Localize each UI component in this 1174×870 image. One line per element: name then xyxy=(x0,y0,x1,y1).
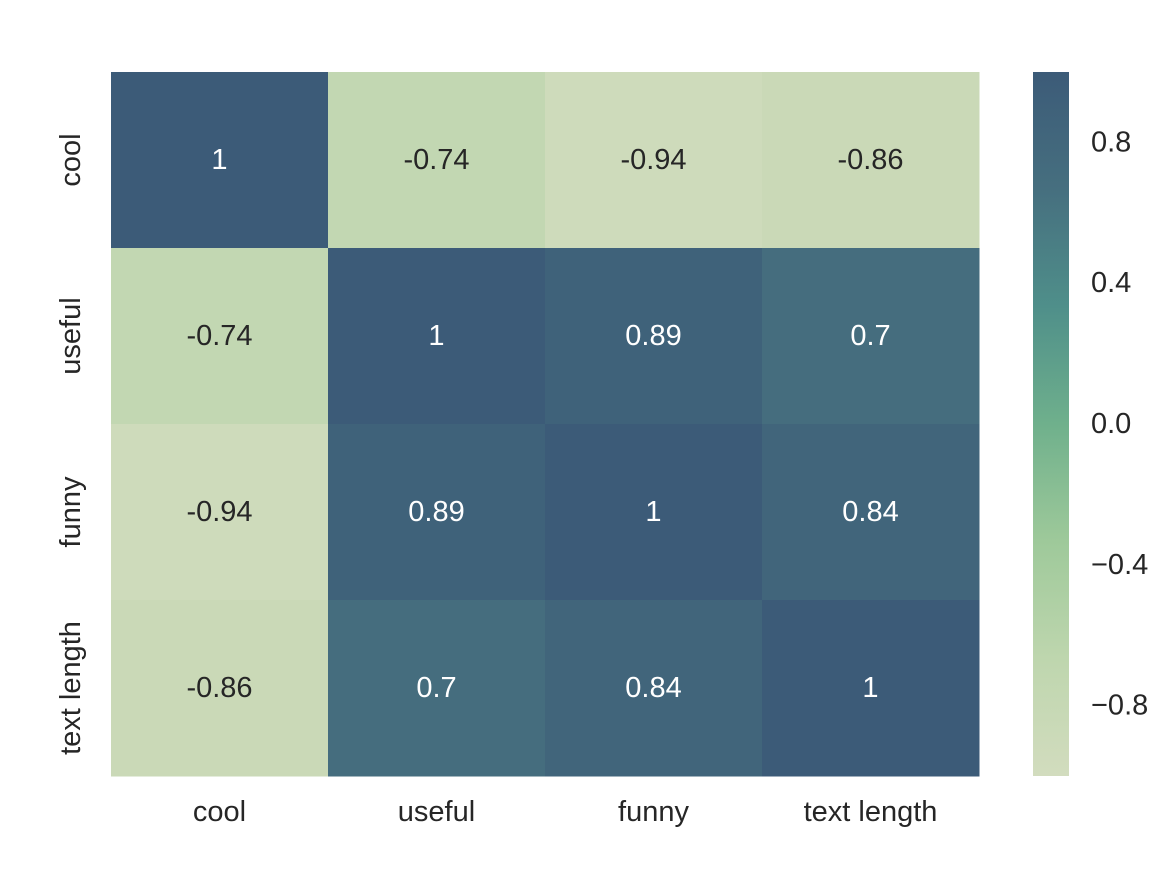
heatmap-cell-0-2 xyxy=(545,72,763,249)
x-axis-tick-labels: cool useful funny text length xyxy=(193,796,938,828)
heatmap-cell-1-2 xyxy=(545,248,763,425)
colorbar-tick-label: −0.4 xyxy=(1091,549,1148,581)
cell-value-label: -0.94 xyxy=(186,496,252,528)
heatmap-cell-1-1 xyxy=(328,248,546,425)
heatmap-cell-0-3 xyxy=(762,72,980,249)
heatmap-cell-3-3 xyxy=(762,600,980,777)
heatmap-cell-1-3 xyxy=(762,248,980,425)
cell-value-label: 0.84 xyxy=(625,672,681,704)
heatmap-cell-0-1 xyxy=(328,72,546,249)
cell-value-label: 1 xyxy=(428,320,444,352)
colorbar-bar xyxy=(1033,72,1069,776)
cell-value-label: -0.86 xyxy=(186,672,252,704)
x-tick-label: funny xyxy=(618,796,689,828)
heatmap-cells xyxy=(111,72,980,777)
colorbar: 0.8 0.4 0.0 −0.4 −0.8 xyxy=(1033,72,1148,776)
x-tick-label: useful xyxy=(398,796,475,828)
x-tick-label: cool xyxy=(193,796,246,828)
cell-value-label: 1 xyxy=(645,496,661,528)
heatmap-cell-0-0 xyxy=(111,72,329,249)
heatmap-cell-3-0 xyxy=(111,600,329,777)
colorbar-tick-label: −0.8 xyxy=(1091,690,1148,722)
heatmap-cell-2-3 xyxy=(762,424,980,601)
heatmap-cell-1-0 xyxy=(111,248,329,425)
cell-value-label: 1 xyxy=(862,672,878,704)
heatmap-cell-2-0 xyxy=(111,424,329,601)
y-tick-label: cool xyxy=(55,133,87,186)
y-tick-label: funny xyxy=(55,476,87,547)
y-axis-tick-labels: cool useful funny text length xyxy=(55,133,87,755)
heatmap-cell-2-2 xyxy=(545,424,763,601)
cell-value-label: 1 xyxy=(211,144,227,176)
heatmap-cell-2-1 xyxy=(328,424,546,601)
y-tick-label: useful xyxy=(55,297,87,374)
colorbar-tick-label: 0.0 xyxy=(1091,408,1131,440)
heatmap-cell-3-2 xyxy=(545,600,763,777)
x-tick-label: text length xyxy=(804,796,938,828)
heatmap-cell-3-1 xyxy=(328,600,546,777)
cell-value-label: 0.7 xyxy=(416,672,456,704)
cell-value-label: 0.89 xyxy=(625,320,681,352)
cell-value-label: 0.89 xyxy=(408,496,464,528)
cell-value-label: -0.74 xyxy=(186,320,252,352)
cell-value-label: -0.94 xyxy=(620,144,686,176)
cell-value-label: 0.84 xyxy=(842,496,898,528)
colorbar-tick-label: 0.4 xyxy=(1091,267,1131,299)
cell-value-label: -0.86 xyxy=(837,144,903,176)
y-tick-label: text length xyxy=(55,621,87,755)
cell-value-label: -0.74 xyxy=(403,144,469,176)
colorbar-tick-label: 0.8 xyxy=(1091,126,1131,158)
cell-value-label: 0.7 xyxy=(850,320,890,352)
heatmap-annotations: 1 -0.74 -0.94 -0.86 -0.74 1 0.89 0.7 -0.94 0.89 1 0… xyxy=(186,144,903,704)
